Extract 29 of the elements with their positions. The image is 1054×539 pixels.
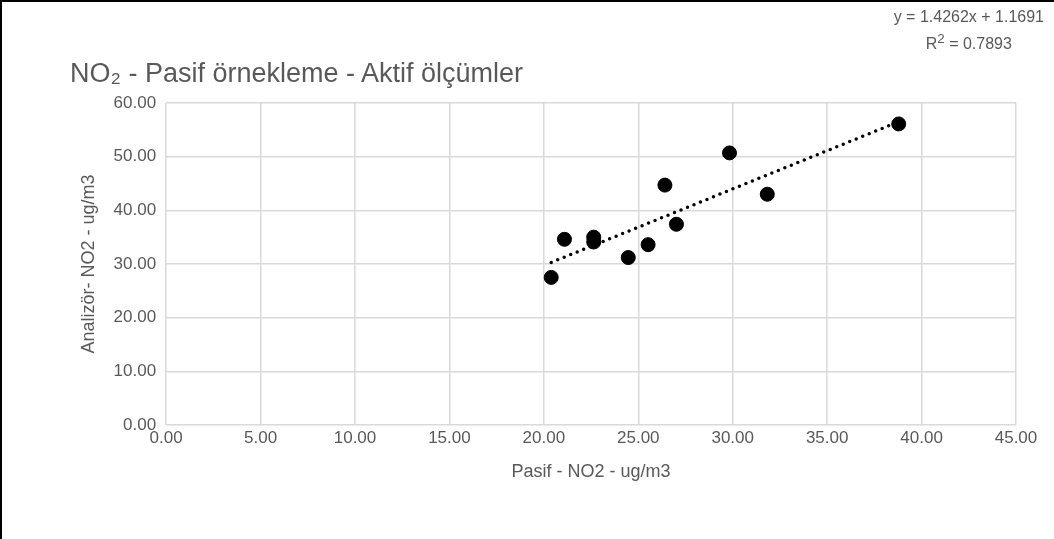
x-tick-label: 25.00: [617, 427, 660, 447]
x-axis-title: Pasif - NO2 - ug/m3: [511, 461, 671, 482]
y-tick-label: 50.00: [113, 146, 157, 166]
text: y = 1.4262x + 1.1691: [893, 7, 1044, 27]
text: R$^{2}$ = 0.7893: [924, 30, 1013, 55]
point: [657, 177, 673, 193]
x-tick-label: 15.00: [428, 427, 471, 447]
point: [543, 269, 559, 285]
x-tick-label: 10.00: [333, 427, 377, 447]
x-tick-label: 40.00: [900, 427, 943, 447]
point: [891, 116, 907, 132]
point: [668, 216, 684, 232]
chart-title: NO₂ - Pasif örnekleme - Aktif ölçümler: [70, 58, 524, 89]
x-tick-label: 30.00: [711, 427, 754, 447]
point: [620, 250, 636, 266]
point: [722, 145, 737, 161]
y-tick-label: 10.00: [113, 361, 157, 381]
point: [759, 186, 775, 202]
point: [640, 237, 656, 253]
x-tick-label: 5.00: [244, 427, 278, 447]
x-tick-label: 35.00: [805, 427, 849, 447]
y-axis-title: Analizör- NO2 - ug/m3: [77, 174, 98, 354]
y-tick-label: 40.00: [113, 200, 157, 220]
y-tick-label: 60.00: [113, 92, 157, 112]
y-tick-label: 20.00: [113, 307, 157, 327]
y-tick-label: 30.00: [113, 253, 157, 273]
x-tick-label: 20.00: [522, 427, 566, 447]
point: [556, 231, 572, 247]
x-tick-label: 45.00: [994, 427, 1038, 447]
